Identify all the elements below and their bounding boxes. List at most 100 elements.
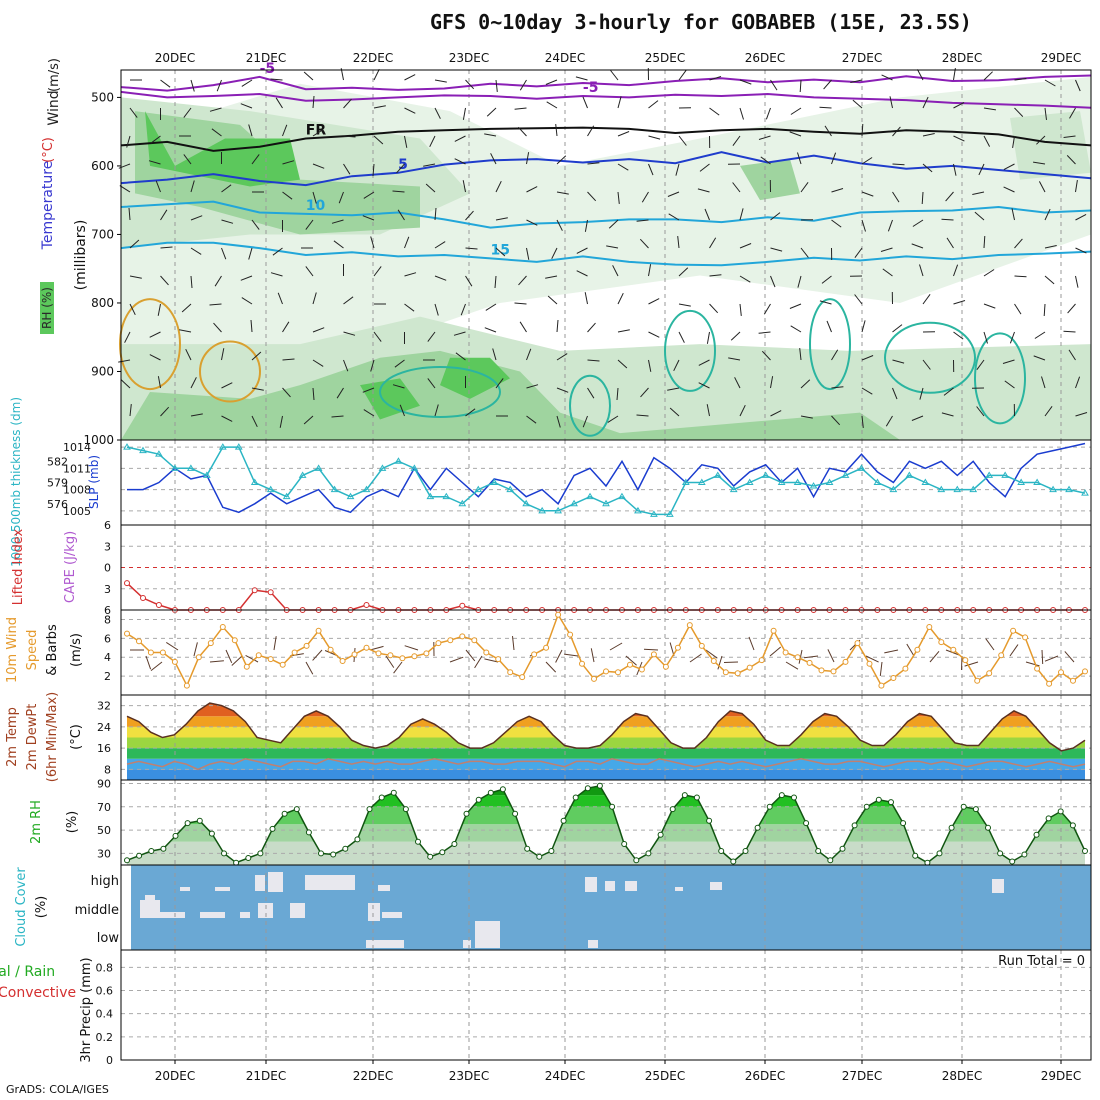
ylabel-cloud-cover: Cloud Cover	[14, 867, 29, 947]
wind-barb	[1041, 376, 1046, 389]
rh-line-point	[985, 824, 991, 831]
wind-barb	[861, 415, 864, 428]
wind-speed-line-point	[471, 637, 478, 644]
wind-barb	[911, 243, 924, 249]
thickness-line-point	[346, 492, 355, 500]
wind-barb	[485, 303, 497, 311]
wind-barb-10m	[150, 661, 163, 671]
rh-line-point	[863, 803, 870, 810]
wind-barb	[608, 219, 619, 229]
thickness-line-point	[905, 471, 914, 478]
wind-speed-line-point	[291, 649, 298, 656]
wind-barb	[333, 240, 344, 249]
thickness-line-point	[681, 478, 690, 485]
wind-barb	[739, 107, 744, 120]
wind-barb	[556, 415, 561, 428]
wind-speed-line-point	[411, 653, 418, 660]
thickness-line-point	[985, 471, 994, 478]
wind-barb	[495, 79, 498, 92]
wind-barb	[706, 404, 710, 417]
x-tick-label-bottom: 25DEC	[645, 1069, 685, 1083]
wind-barb	[709, 107, 720, 116]
thickness-line-point	[442, 492, 451, 500]
wind-barb	[892, 387, 898, 400]
rh-line-point	[512, 810, 519, 817]
rh-line-point	[1057, 808, 1064, 815]
wind-barb	[275, 97, 283, 109]
wind-barb	[370, 359, 375, 372]
wind-barb	[983, 303, 996, 309]
wind-barb	[484, 133, 497, 137]
wind-barb	[922, 96, 929, 109]
wind-barb	[373, 331, 382, 342]
wind-barb	[118, 359, 131, 363]
wind-speed-line-point	[267, 656, 274, 663]
wind-barb	[922, 359, 931, 370]
wind-barb	[800, 379, 811, 389]
contour-loop	[119, 298, 181, 391]
wind-barb	[892, 324, 903, 333]
wind-speed-line-point	[878, 682, 885, 689]
wind-barb	[887, 219, 893, 232]
wind-barb	[160, 209, 168, 221]
wind-barb	[770, 275, 776, 288]
rh-line-point	[160, 845, 167, 852]
wind-barb	[128, 207, 131, 221]
wind-barb	[248, 247, 253, 260]
wind-barb-10m	[625, 655, 637, 666]
wind-speed-line-point	[638, 666, 645, 673]
wind-barb	[209, 107, 222, 112]
wind-barb	[612, 265, 619, 277]
wind-barb	[739, 404, 746, 417]
wind-barb	[797, 152, 802, 165]
ylabel-cape: CAPE (J/kg)	[63, 531, 78, 603]
wind-barb-10m	[961, 655, 963, 671]
wind-barb	[1067, 303, 1076, 314]
wind-barb	[919, 264, 924, 277]
cloud-cell	[588, 940, 598, 948]
thickness-line-point	[745, 478, 754, 485]
rh-line-point	[524, 845, 531, 852]
thickness-line-point	[793, 478, 802, 485]
wind-barb	[892, 163, 905, 166]
precip-frame	[120, 949, 1092, 1061]
wind-barb	[336, 387, 344, 399]
thickness-line-point	[1065, 485, 1073, 493]
contour-loop	[884, 321, 976, 394]
wind-barb	[606, 245, 619, 249]
isotherm-line	[120, 74, 1092, 92]
thickness-line-point	[202, 471, 211, 478]
ylabel-barbs: & Barbs	[45, 624, 60, 676]
rh-line-point	[633, 857, 640, 864]
cloud-row-label: high	[91, 874, 119, 889]
wind-barb	[190, 180, 195, 193]
wind-barb	[861, 387, 873, 395]
wind-barb	[575, 76, 588, 81]
wind-barb	[922, 294, 931, 305]
lifted-line-point	[140, 595, 146, 601]
wind-speed-line-point	[363, 644, 370, 651]
wind-speed-line-point	[603, 668, 609, 675]
wind-barb-10m	[929, 650, 940, 663]
cloud-cell	[240, 912, 250, 918]
wind-barb	[282, 191, 293, 200]
wind-barb	[434, 404, 439, 417]
slp-tick-label: 1005	[63, 505, 91, 518]
rh-line-point	[839, 845, 846, 852]
wind-barb	[983, 269, 995, 277]
thickness-line-point	[1001, 471, 1010, 478]
wind-barb	[303, 415, 314, 425]
wind-barb	[150, 135, 161, 144]
wind-barb	[465, 210, 474, 221]
wind-barb	[404, 303, 415, 312]
ylabel-thickness: 1000-500mb thickness (dm)	[9, 397, 23, 567]
ylabel-temperature-units: (°C)	[41, 137, 56, 163]
wind-barb	[495, 217, 508, 221]
wind-barb	[799, 79, 802, 93]
rh-line-point	[730, 858, 737, 865]
rh-line-point	[475, 796, 482, 803]
cloud-cell	[215, 887, 230, 891]
wind-speed-line-point	[758, 657, 765, 664]
rh-line-point	[439, 849, 446, 856]
wind-barb	[486, 107, 497, 117]
